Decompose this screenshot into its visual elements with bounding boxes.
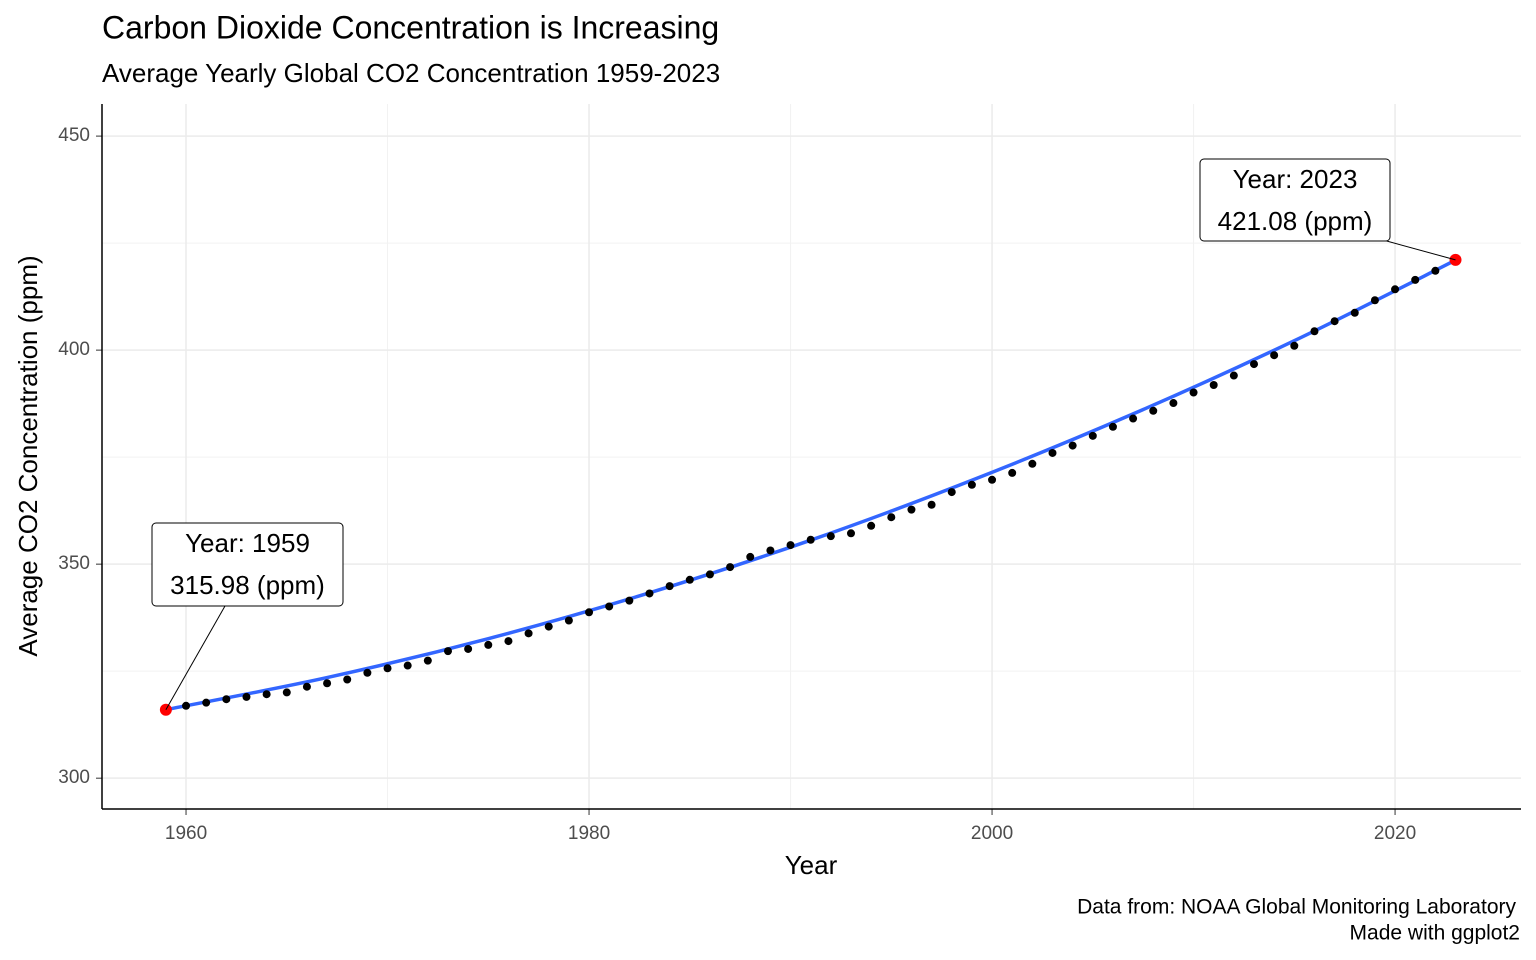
point bbox=[282, 688, 291, 697]
x-axis-title: Year bbox=[785, 850, 838, 880]
point bbox=[1088, 431, 1097, 440]
point bbox=[907, 505, 916, 514]
point bbox=[484, 640, 493, 649]
point bbox=[826, 532, 835, 541]
point bbox=[1250, 360, 1259, 369]
chart-subtitle: Average Yearly Global CO2 Concentration … bbox=[102, 58, 720, 88]
y-tick-label: 400 bbox=[58, 339, 90, 360]
point bbox=[464, 644, 473, 653]
point bbox=[423, 656, 432, 665]
point bbox=[867, 521, 876, 530]
annotation-text: 315.98 (ppm) bbox=[170, 570, 325, 600]
point bbox=[947, 488, 956, 497]
point bbox=[1108, 422, 1117, 431]
annotation-text: Year: 1959 bbox=[185, 528, 310, 558]
x-tick-label: 1960 bbox=[165, 823, 207, 844]
point bbox=[927, 500, 936, 509]
point bbox=[625, 596, 634, 605]
point bbox=[1169, 399, 1178, 408]
point bbox=[786, 541, 795, 550]
trend-line bbox=[165, 258, 1457, 712]
point bbox=[1411, 275, 1420, 284]
y-axis-title: Average CO2 Concentration (ppm) bbox=[13, 255, 43, 656]
point bbox=[1008, 468, 1017, 477]
annotation-leader bbox=[1382, 239, 1456, 261]
point bbox=[544, 622, 553, 631]
point bbox=[1028, 459, 1037, 468]
point bbox=[726, 563, 735, 572]
point bbox=[323, 679, 332, 688]
point bbox=[202, 698, 211, 707]
point bbox=[1229, 371, 1238, 380]
point bbox=[222, 695, 231, 704]
point bbox=[685, 575, 694, 584]
point bbox=[1431, 266, 1440, 275]
point bbox=[1290, 341, 1299, 350]
annotation-text: Year: 2023 bbox=[1233, 164, 1358, 194]
point bbox=[1310, 327, 1319, 336]
point bbox=[746, 552, 755, 561]
point bbox=[1149, 406, 1158, 415]
point bbox=[766, 546, 775, 555]
caption: Made with ggplot2 bbox=[1350, 922, 1520, 945]
point bbox=[302, 682, 311, 691]
point bbox=[585, 608, 594, 617]
point bbox=[665, 582, 674, 591]
point bbox=[1270, 351, 1279, 360]
point bbox=[988, 475, 997, 484]
annotation-box bbox=[151, 522, 344, 607]
y-tick-label: 300 bbox=[58, 767, 90, 788]
point bbox=[705, 570, 714, 579]
y-tick-label: 350 bbox=[58, 553, 90, 574]
point bbox=[846, 529, 855, 538]
point bbox=[524, 629, 533, 638]
point bbox=[887, 513, 896, 522]
point bbox=[1068, 441, 1077, 450]
point bbox=[1330, 317, 1339, 326]
point bbox=[1189, 388, 1198, 397]
point bbox=[1209, 381, 1218, 390]
point bbox=[1370, 296, 1379, 305]
point bbox=[1350, 308, 1359, 317]
point bbox=[343, 675, 352, 684]
point bbox=[564, 616, 573, 625]
point bbox=[645, 589, 654, 598]
point bbox=[363, 668, 372, 677]
point bbox=[967, 480, 976, 489]
annotation-leader bbox=[165, 605, 226, 711]
x-tick-label: 2020 bbox=[1374, 823, 1416, 844]
x-tick-label: 1980 bbox=[568, 823, 610, 844]
point bbox=[262, 690, 271, 699]
chart-title: Carbon Dioxide Concentration is Increasi… bbox=[102, 9, 719, 45]
annotation-box bbox=[1199, 158, 1391, 242]
point bbox=[504, 637, 513, 646]
point bbox=[1129, 414, 1138, 423]
y-tick-label: 450 bbox=[58, 125, 90, 146]
x-tick-label: 2000 bbox=[971, 823, 1013, 844]
point bbox=[182, 701, 191, 710]
point bbox=[1391, 285, 1400, 294]
point bbox=[403, 661, 412, 670]
point bbox=[1048, 448, 1057, 457]
annotation-text: 421.08 (ppm) bbox=[1218, 206, 1373, 236]
point bbox=[806, 535, 815, 544]
point bbox=[383, 664, 392, 673]
point bbox=[443, 647, 452, 656]
point bbox=[242, 692, 251, 701]
caption: Data from: NOAA Global Monitoring Labora… bbox=[1077, 896, 1516, 919]
point bbox=[605, 602, 614, 611]
